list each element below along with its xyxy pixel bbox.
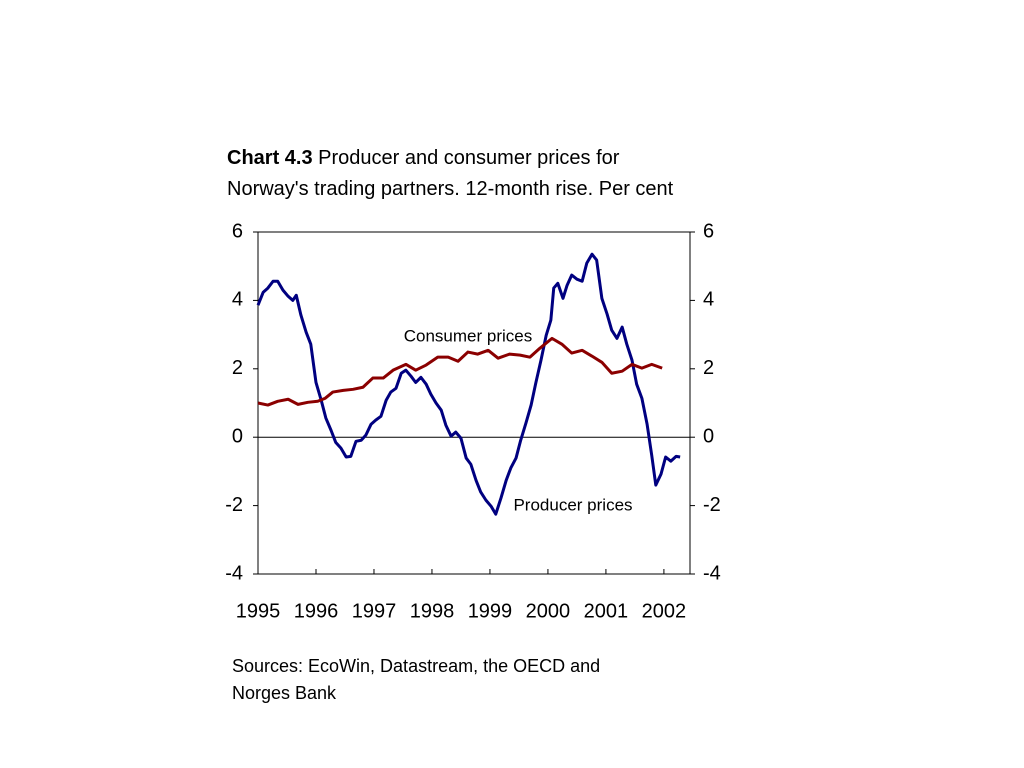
y-tick-label: 2 — [232, 357, 243, 379]
x-tick-label: 2002 — [642, 600, 687, 622]
y-tick-label: -4 — [225, 562, 243, 584]
y-tick-label: 0 — [232, 425, 243, 447]
annotation: Consumer prices — [404, 326, 533, 345]
chart-number: Chart 4.3 — [227, 147, 313, 169]
y2-tick-label: -2 — [703, 494, 721, 516]
y-tick-label: 6 — [232, 220, 243, 242]
y2-tick-label: 0 — [703, 425, 714, 447]
x-tick-label: 1996 — [294, 600, 339, 622]
source-note: Sources: EcoWin, Datastream, the OECD an… — [232, 656, 601, 703]
y-tick-label: -2 — [225, 494, 243, 516]
chart-title-block: Chart 4.3 Producer and consumer prices f… — [227, 143, 705, 205]
chart-title: Producer and consumer prices for Norway'… — [227, 147, 674, 200]
annotation: Producer prices — [513, 495, 632, 514]
y2-tick-label: -4 — [703, 562, 721, 584]
x-tick-label: 1997 — [352, 600, 397, 622]
x-tick-label: 2000 — [526, 600, 571, 622]
y2-tick-label: 6 — [703, 220, 714, 242]
line-series — [256, 252, 681, 516]
y2-tick-label: 2 — [703, 357, 714, 379]
line-series — [257, 336, 663, 407]
x-tick-label: 2001 — [584, 600, 629, 622]
y2-tick-label: 4 — [703, 289, 714, 311]
y-tick-label: 4 — [232, 289, 243, 311]
x-tick-label: 1999 — [468, 600, 513, 622]
x-tick-label: 1995 — [236, 600, 281, 622]
x-tick-label: 1998 — [410, 600, 455, 622]
